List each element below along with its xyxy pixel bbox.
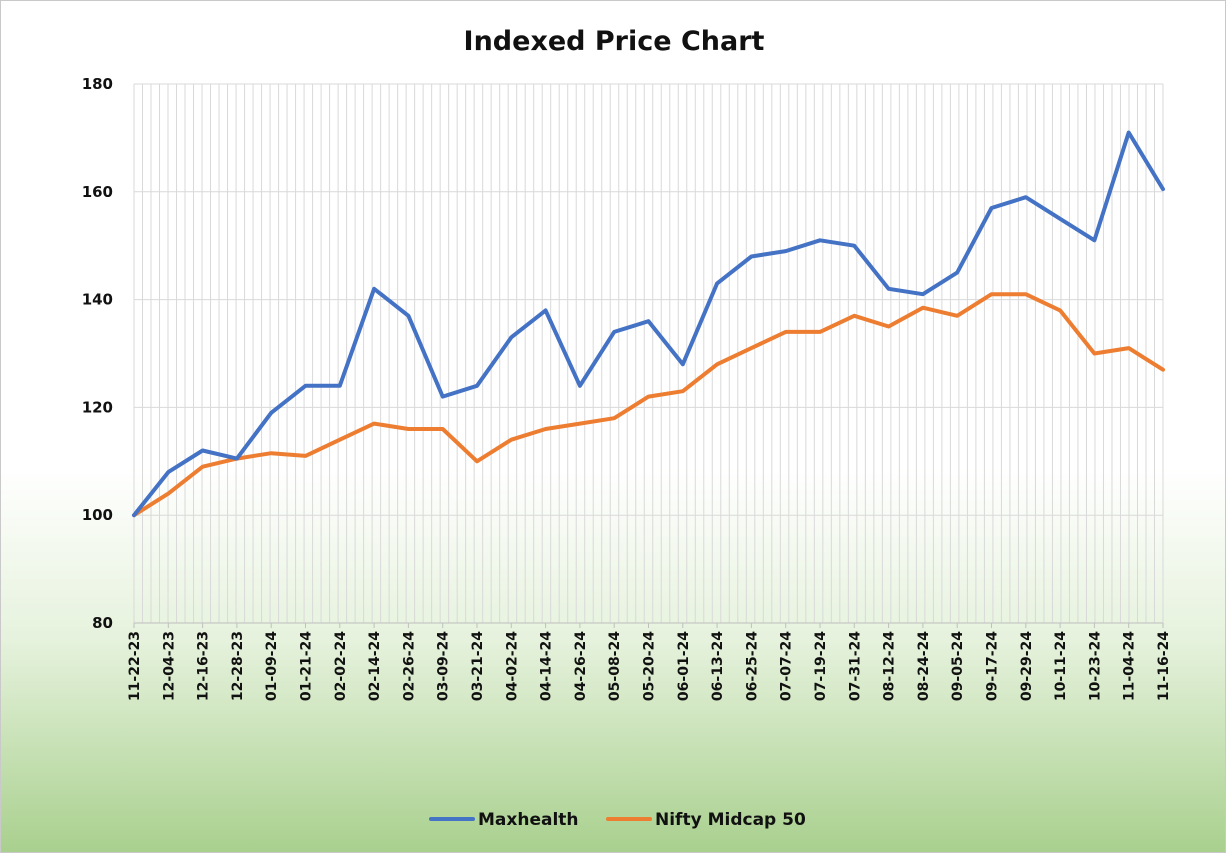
x-tick-label: 12-16-23 (196, 631, 212, 701)
x-tick-label: 08-24-24 (916, 631, 932, 701)
legend-label: Maxhealth (478, 810, 579, 830)
legend-label: Nifty Midcap 50 (655, 810, 806, 830)
x-tick-label: 07-19-24 (813, 631, 829, 701)
x-tick-label: 01-09-24 (264, 631, 280, 701)
x-tick-label: 11-04-24 (1122, 631, 1138, 701)
y-tick-label: 80 (92, 614, 113, 632)
legend: Maxhealth Nifty Midcap 50 (429, 810, 806, 830)
x-tick-label: 06-01-24 (676, 631, 692, 701)
x-tick-label: 12-04-23 (161, 631, 177, 701)
y-tick-label: 100 (82, 506, 113, 524)
x-tick-label: 06-25-24 (744, 631, 760, 701)
y-tick-label: 180 (82, 75, 113, 93)
x-tick-label: 05-08-24 (607, 631, 623, 701)
y-axis-ticks: 80 100 120 140 160 180 (82, 75, 113, 632)
x-tick-label: 11-16-24 (1156, 631, 1172, 701)
x-tick-label: 07-07-24 (779, 631, 795, 701)
x-tick-label: 02-02-24 (333, 631, 349, 701)
x-tick-label: 07-31-24 (847, 631, 863, 701)
x-tick-label: 09-05-24 (950, 631, 966, 701)
x-tick-label: 02-26-24 (401, 631, 417, 701)
x-tick-label: 06-13-24 (710, 631, 726, 701)
x-tick-label: 10-23-24 (1087, 631, 1103, 701)
x-tick-label: 02-14-24 (367, 631, 383, 701)
series-lines (132, 130, 1165, 518)
x-tick-label: 09-17-24 (985, 631, 1001, 701)
y-tick-label: 140 (82, 291, 113, 309)
series-line-nifty-midcap-50 (132, 292, 1165, 518)
x-tick-label: 12-28-23 (230, 631, 246, 701)
x-tick-label: 04-02-24 (504, 631, 520, 701)
x-tick-label: 08-12-24 (882, 631, 898, 701)
x-tick-label: 03-09-24 (436, 631, 452, 701)
x-tick-label: 10-11-24 (1053, 631, 1069, 701)
x-tick-label: 04-14-24 (539, 631, 555, 701)
y-tick-label: 120 (82, 398, 113, 416)
gridlines (133, 83, 1164, 624)
x-tick-label: 11-22-23 (127, 631, 143, 701)
chart-title: Indexed Price Chart (464, 26, 765, 57)
x-tick-label: 05-20-24 (642, 631, 658, 701)
x-axis-ticks: 11-22-23 12-04-23 12-16-23 12-28-23 01-09-24… (127, 623, 1172, 701)
x-tick-label: 03-21-24 (470, 631, 486, 701)
x-tick-label: 04-26-24 (573, 631, 589, 701)
x-tick-label: 01-21-24 (299, 631, 315, 701)
series-line-maxhealth (132, 130, 1165, 518)
y-tick-label: 160 (82, 183, 113, 201)
x-tick-label: 09-29-24 (1019, 631, 1035, 701)
